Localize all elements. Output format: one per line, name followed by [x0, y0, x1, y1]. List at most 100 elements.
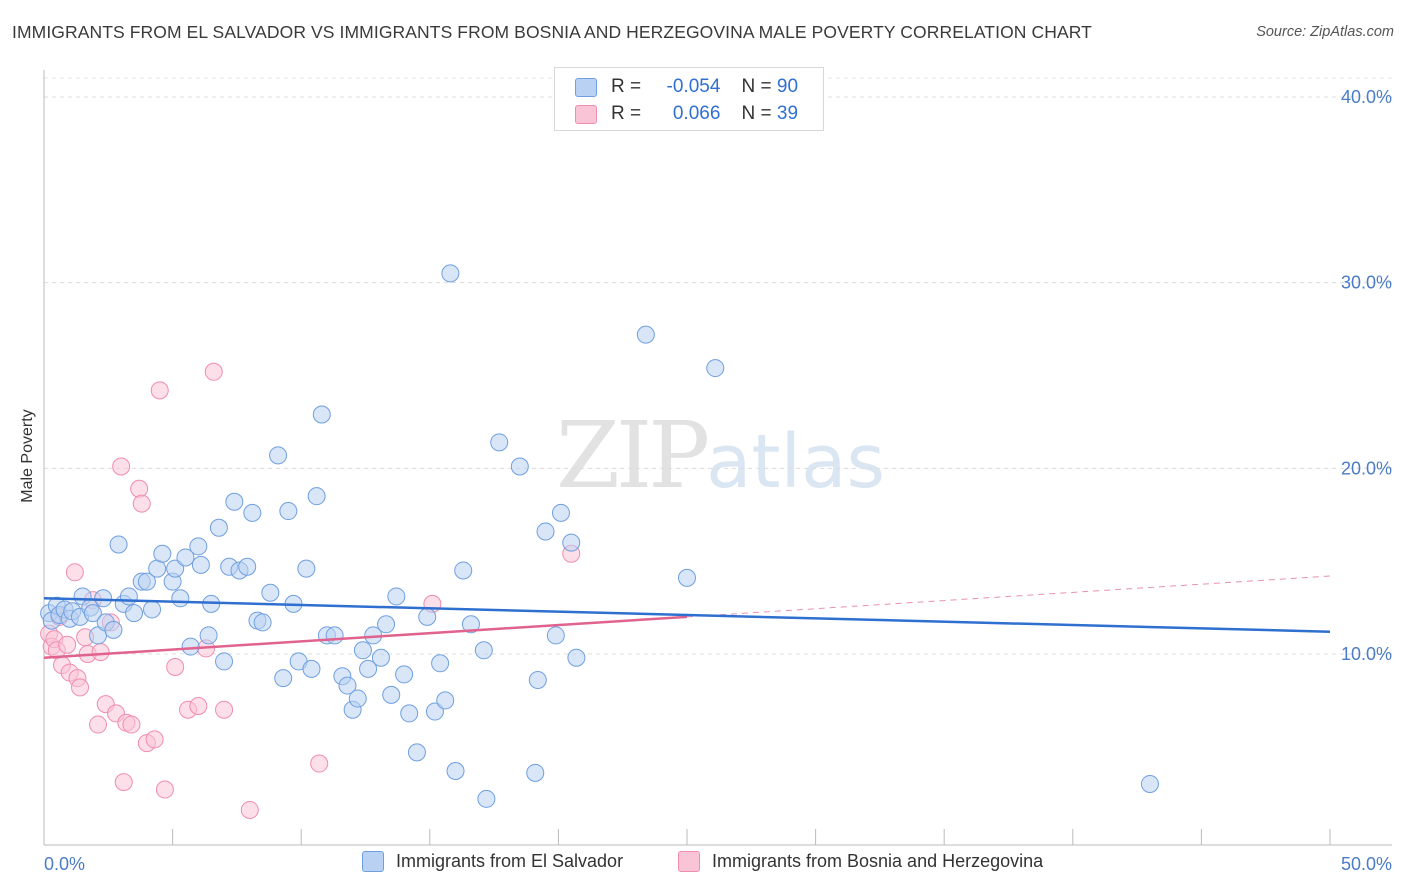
- data-point: [312, 405, 331, 424]
- watermark-atlas: atlas: [706, 419, 885, 505]
- legend-r-value: -0.054: [666, 76, 721, 97]
- data-point: [302, 659, 321, 678]
- x-tick-label: 50.0%: [1341, 854, 1392, 874]
- legend-n-value: 39: [776, 103, 799, 124]
- data-point: [189, 696, 208, 715]
- data-point: [425, 702, 444, 721]
- trend-line-bosnia: [43, 615, 688, 659]
- legend-n-label: N =: [741, 76, 772, 97]
- data-point: [454, 561, 473, 580]
- bottom-legend-swatch-bosnia: [678, 851, 700, 872]
- data-point: [377, 615, 396, 634]
- bottom-legend-label: Immigrants from Bosnia and Herzegovina: [712, 851, 1044, 871]
- y-tick-label: 30.0%: [1341, 273, 1392, 293]
- data-point: [418, 607, 437, 626]
- data-point: [104, 620, 123, 639]
- legend-swatch-el-salvador: [575, 77, 597, 97]
- data-point: [490, 433, 509, 452]
- data-point: [204, 362, 223, 381]
- data-point: [407, 743, 426, 762]
- data-point: [119, 587, 138, 606]
- data-point: [310, 754, 329, 773]
- data-point: [240, 800, 259, 819]
- data-point: [359, 659, 378, 678]
- data-point: [199, 626, 218, 645]
- source-label: Source: ZipAtlas.com: [1256, 24, 1394, 40]
- data-point: [125, 604, 144, 623]
- data-point: [166, 559, 185, 578]
- data-point: [71, 678, 90, 697]
- data-point: [94, 589, 113, 608]
- data-point: [461, 615, 480, 634]
- data-point: [176, 548, 195, 567]
- data-point: [137, 572, 156, 591]
- data-point: [297, 559, 316, 578]
- data-point: [153, 544, 172, 563]
- data-point: [441, 264, 460, 283]
- data-point: [191, 555, 210, 574]
- data-point: [253, 613, 272, 632]
- data-point: [562, 533, 581, 552]
- data-point: [387, 587, 406, 606]
- series-bosnia-points: [40, 362, 581, 819]
- data-point: [83, 604, 102, 623]
- data-point: [143, 600, 162, 619]
- correlation-legend: R = -0.054 N = 90 R = 0.066 N = 39: [554, 67, 824, 131]
- data-point: [58, 635, 77, 654]
- trend-line-el-salvador: [43, 597, 1331, 633]
- chart-title: IMMIGRANTS FROM EL SALVADOR VS IMMIGRANT…: [12, 22, 1092, 42]
- data-point: [274, 669, 293, 688]
- tick-labels: 10.0% 20.0% 30.0% 40.0% 0.0% 50.0%: [44, 87, 1392, 874]
- data-point: [215, 700, 234, 719]
- legend-n-label: N =: [741, 103, 772, 124]
- data-point: [155, 780, 174, 799]
- data-point: [382, 685, 401, 704]
- data-point: [510, 457, 529, 476]
- data-point: [114, 773, 133, 792]
- y-tick-label: 20.0%: [1341, 458, 1392, 478]
- data-point: [189, 537, 208, 556]
- data-point: [132, 494, 151, 513]
- data-point: [130, 479, 149, 498]
- data-point: [91, 643, 110, 662]
- data-point: [371, 648, 390, 667]
- legend-r-label: R =: [611, 103, 642, 124]
- data-point: [261, 583, 280, 602]
- data-point: [431, 654, 450, 673]
- data-point: [706, 359, 725, 378]
- data-point: [215, 652, 234, 671]
- data-point: [338, 676, 357, 695]
- data-point: [150, 381, 169, 400]
- data-point: [400, 704, 419, 723]
- data-point: [238, 557, 257, 576]
- legend-swatch-bosnia: [575, 104, 597, 124]
- data-point: [269, 446, 288, 465]
- trend-line-bosnia-extension: [686, 575, 1331, 618]
- data-point: [436, 691, 455, 710]
- data-point: [166, 657, 185, 676]
- data-point: [536, 522, 555, 541]
- data-point: [526, 763, 545, 782]
- data-point: [279, 502, 298, 521]
- bottom-legend-swatch-el-salvador: [362, 851, 384, 872]
- data-point: [477, 789, 496, 808]
- data-point: [567, 648, 586, 667]
- data-point: [243, 503, 262, 522]
- data-point: [446, 761, 465, 780]
- watermark: ZIPatlas: [556, 402, 885, 509]
- data-point: [225, 492, 244, 511]
- x-tick-label: 0.0%: [44, 854, 85, 874]
- data-point: [122, 715, 141, 734]
- data-point: [65, 563, 84, 582]
- data-point: [348, 689, 367, 708]
- data-point: [89, 715, 108, 734]
- bottom-legend-label: Immigrants from El Salvador: [396, 851, 624, 871]
- watermark-zip: ZIP: [556, 402, 710, 509]
- legend-n-value: 90: [776, 76, 799, 97]
- legend-row-el-salvador: R = -0.054 N = 90: [575, 74, 798, 100]
- bottom-legend-el-salvador: Immigrants from El Salvador: [362, 851, 623, 872]
- data-point: [474, 641, 493, 660]
- legend-row-bosnia: R = 0.066 N = 39: [575, 101, 798, 127]
- trend-lines: [43, 575, 1331, 659]
